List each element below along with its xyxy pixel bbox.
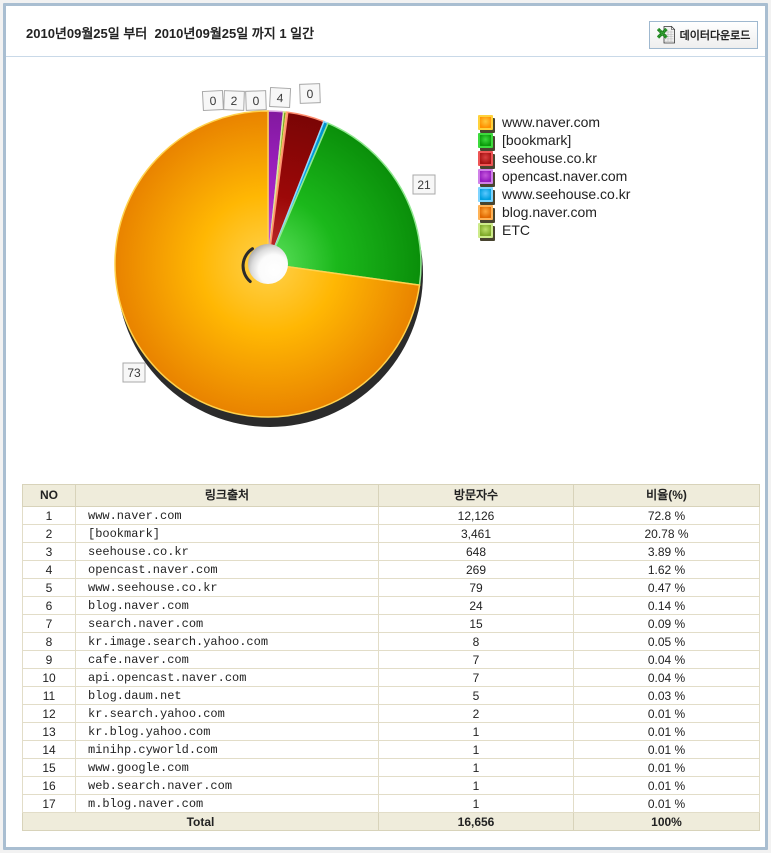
svg-text:0: 0 xyxy=(252,94,259,108)
svg-text:4: 4 xyxy=(276,91,284,105)
svg-text:21: 21 xyxy=(417,178,431,192)
svg-text:2: 2 xyxy=(230,94,237,108)
svg-text:0: 0 xyxy=(209,94,217,108)
svg-text:0: 0 xyxy=(306,87,313,101)
svg-text:73: 73 xyxy=(127,366,141,380)
